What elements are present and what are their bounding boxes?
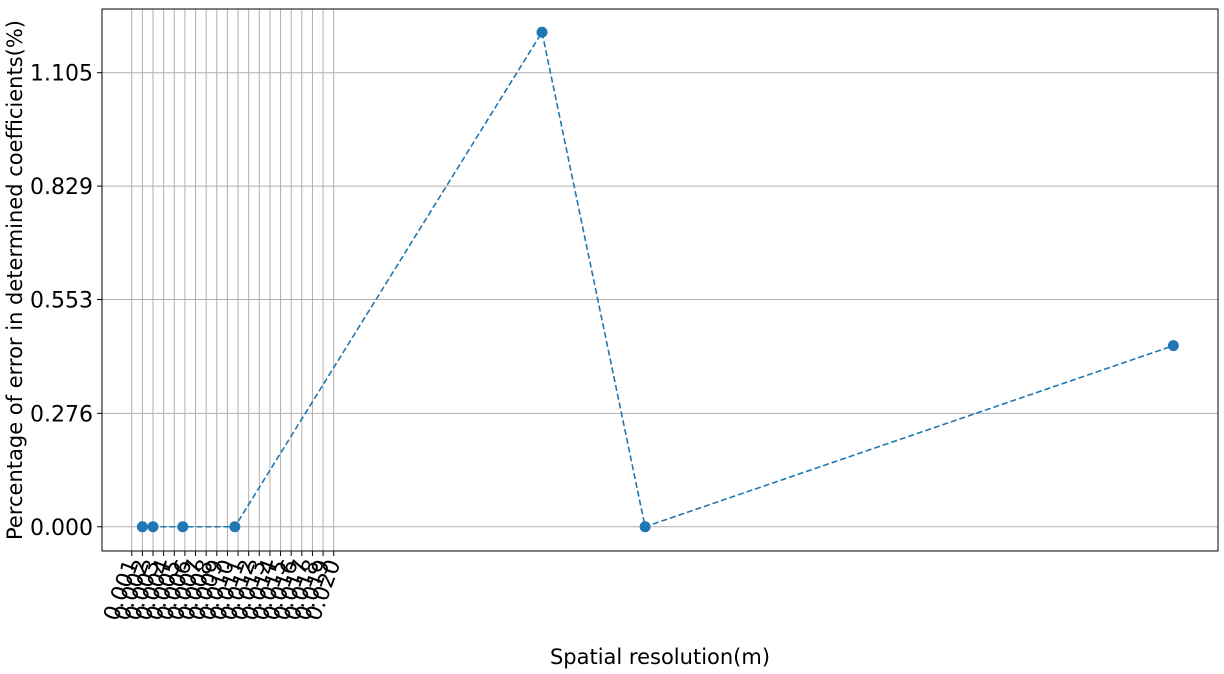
y-tick-label: 0.276 xyxy=(30,402,93,427)
y-tick-label: 0.000 xyxy=(30,516,93,541)
x-axis: 0.0010.0020.0030.0040.0050.0060.0070.008… xyxy=(99,551,346,624)
y-axis-label: Percentage of error in determined coeffi… xyxy=(3,20,27,540)
y-tick-label: 0.553 xyxy=(30,289,93,314)
y-tick-label: 1.105 xyxy=(30,62,93,87)
data-point xyxy=(229,521,241,533)
series-layer xyxy=(136,26,1179,533)
y-gridlines xyxy=(102,72,1218,528)
plot-frame xyxy=(101,8,1219,552)
data-point xyxy=(177,521,189,533)
data-point xyxy=(536,26,548,38)
data-point xyxy=(639,521,651,533)
data-point xyxy=(1167,340,1179,352)
y-tick-label: 0.829 xyxy=(30,175,93,200)
x-axis-label: Spatial resolution(m) xyxy=(550,645,770,669)
y-axis: 0.000 0.276 0.553 0.829 1.105 xyxy=(30,62,102,541)
x-gridlines xyxy=(131,9,335,551)
data-point xyxy=(136,521,148,533)
data-point xyxy=(147,521,159,533)
